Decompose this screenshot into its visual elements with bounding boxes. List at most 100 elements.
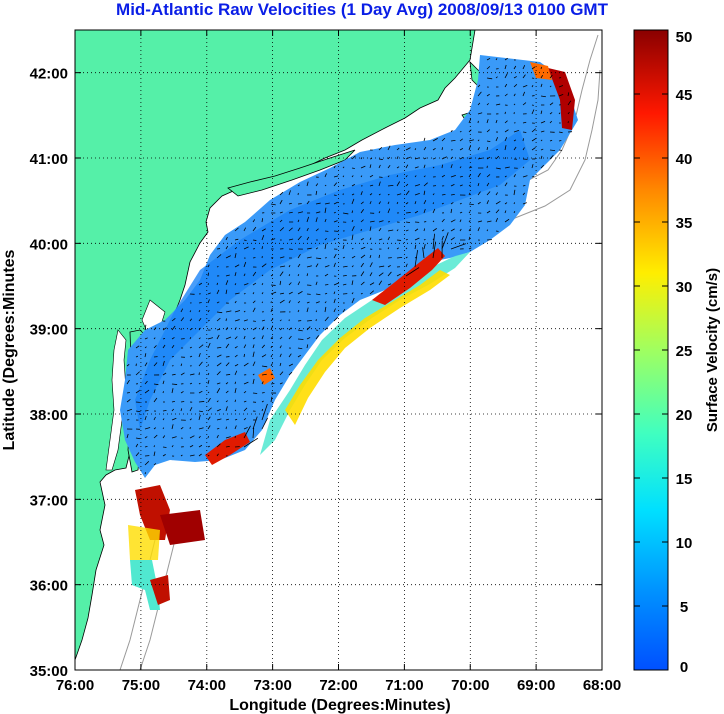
velocity-vector <box>504 64 507 70</box>
y-tick-label: 36:00 <box>30 578 68 595</box>
velocity-vector <box>144 410 149 412</box>
velocity-vector <box>135 389 141 394</box>
velocity-vector <box>162 391 164 394</box>
colorbar-tick-label: 5 <box>680 599 688 616</box>
velocity-vector <box>423 238 426 241</box>
velocity-vector <box>234 310 241 313</box>
velocity-vector <box>297 281 301 286</box>
velocity-vector <box>549 139 553 142</box>
velocity-vector <box>360 191 363 196</box>
velocity-vector <box>360 262 364 268</box>
x-axis-label: Longitude (Degrees:Minutes) <box>229 697 450 714</box>
velocity-vector <box>369 174 374 178</box>
velocity-vector <box>486 229 489 232</box>
velocity-vector <box>207 454 210 457</box>
velocity-vector <box>288 291 293 295</box>
velocity-vector <box>342 166 345 169</box>
velocity-vector <box>342 244 345 250</box>
velocity-vector <box>243 344 247 349</box>
velocity-vector <box>288 274 291 277</box>
velocity-vector <box>333 194 337 196</box>
velocity-vector <box>189 328 193 331</box>
velocity-vector <box>261 417 269 430</box>
velocity-vector <box>396 193 402 196</box>
velocity-vector <box>216 317 221 322</box>
velocity-vector <box>486 182 490 187</box>
velocity-vector <box>540 148 544 151</box>
velocity-vector <box>369 220 375 223</box>
velocity-vector <box>162 327 167 331</box>
velocity-vector <box>279 191 284 196</box>
velocity-vector <box>207 337 214 340</box>
velocity-vector <box>513 93 516 97</box>
velocity-vector <box>252 351 255 358</box>
velocity-vector <box>225 400 228 403</box>
velocity-vector <box>216 371 221 376</box>
velocity-vector <box>360 208 365 214</box>
velocity-vector <box>306 247 312 250</box>
velocity-vector <box>504 202 508 205</box>
velocity-vector <box>306 307 309 313</box>
velocity-vector <box>486 210 491 214</box>
velocity-vector <box>486 57 491 61</box>
velocity-vector <box>297 254 301 259</box>
velocity-vector <box>153 345 157 349</box>
velocity-vector <box>333 262 336 268</box>
velocity-vector <box>558 85 564 88</box>
velocity-vector <box>171 424 174 430</box>
velocity-vector <box>414 166 419 169</box>
velocity-vector <box>171 445 174 448</box>
velocity-vector <box>189 310 192 313</box>
velocity-vector <box>396 229 399 232</box>
velocity-vector <box>306 236 310 241</box>
velocity-vector <box>225 318 227 322</box>
velocity-vector <box>297 347 303 350</box>
velocity-vector <box>396 166 400 169</box>
velocity-vector <box>261 283 264 286</box>
velocity-vector <box>450 175 456 178</box>
velocity-vector <box>243 400 247 403</box>
velocity-vector <box>288 363 293 367</box>
velocity-vector <box>558 93 564 97</box>
velocity-vector <box>531 85 534 88</box>
velocity-vector <box>279 227 285 232</box>
velocity-vector <box>225 436 231 439</box>
velocity-vector <box>234 319 240 322</box>
velocity-vector <box>198 337 201 340</box>
velocity-vector <box>144 436 148 439</box>
x-tick-label: 70:00 <box>451 677 489 694</box>
velocity-vector <box>297 263 301 268</box>
velocity-vector <box>477 84 481 88</box>
velocity-vector <box>207 425 211 430</box>
velocity-vector <box>558 131 563 134</box>
velocity-vector <box>126 433 129 439</box>
velocity-vector <box>243 261 247 268</box>
chesapeake-bay <box>105 329 127 471</box>
velocity-vector <box>558 112 561 115</box>
velocity-vector <box>540 155 543 160</box>
velocity-vector <box>333 308 336 313</box>
velocity-vector <box>234 381 237 385</box>
velocity-vector <box>477 201 481 205</box>
velocity-vector <box>189 373 195 376</box>
velocity-vector <box>270 307 273 313</box>
y-tick-label: 39:00 <box>30 322 68 339</box>
x-tick-label: 75:00 <box>122 677 160 694</box>
velocity-vector <box>468 203 474 206</box>
velocity-vector <box>198 390 203 394</box>
velocity-vector <box>450 183 455 187</box>
velocity-vector <box>279 292 284 295</box>
velocity-vector <box>414 175 417 178</box>
velocity-vector <box>396 256 403 259</box>
velocity-vector <box>432 166 435 169</box>
velocity-vector <box>198 401 205 403</box>
velocity-vector <box>522 138 524 142</box>
velocity-vector <box>297 274 300 277</box>
velocity-vector <box>477 91 482 97</box>
velocity-vector <box>459 184 463 187</box>
y-tick-label: 35:00 <box>30 663 68 680</box>
velocity-vector <box>378 147 383 151</box>
velocity-vector <box>153 389 156 394</box>
velocity-vector <box>477 227 480 232</box>
colorbar-tick-label: 10 <box>676 535 693 552</box>
